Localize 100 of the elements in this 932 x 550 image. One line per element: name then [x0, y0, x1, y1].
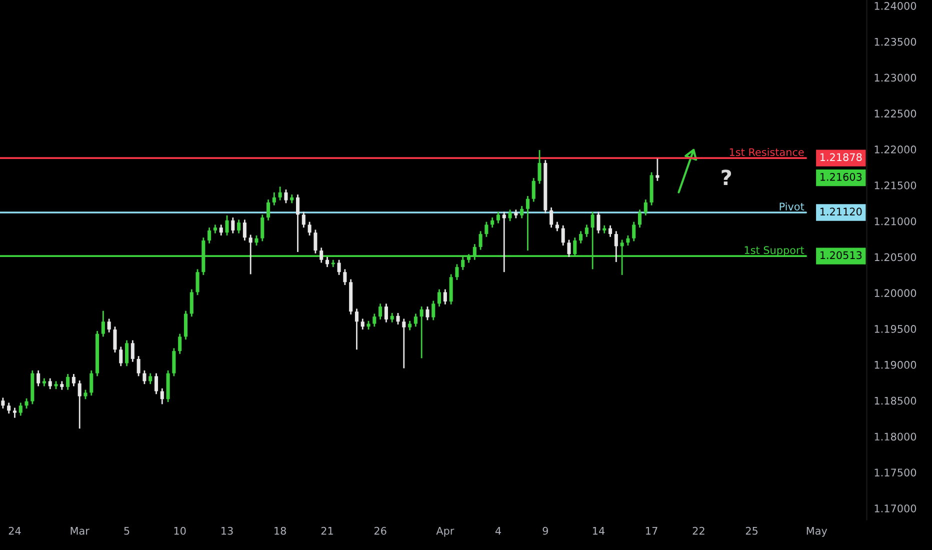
y-tick-label: 1.19500: [874, 325, 916, 333]
x-tick-label: 24: [8, 526, 21, 535]
candlestick: [320, 246, 324, 264]
candlestick: [526, 195, 530, 252]
candlestick: [314, 229, 318, 254]
candlestick: [119, 346, 123, 367]
candlestick: [1, 397, 5, 410]
ref-line-label: 1st Support: [744, 246, 804, 256]
candlestick: [278, 186, 282, 201]
candlestick: [420, 306, 424, 359]
candlestick: [414, 313, 418, 328]
x-tick-label: Apr: [436, 527, 454, 537]
annotation: ?: [722, 170, 732, 186]
candlestick: [190, 288, 194, 318]
x-tick-label: May: [806, 527, 828, 537]
candlestick: [561, 224, 565, 246]
x-tick-label: 18: [274, 526, 286, 535]
candlestick: [432, 300, 436, 321]
y-tick-label: 1.22500: [874, 110, 916, 118]
x-tick-label: 13: [222, 526, 233, 535]
candlestick: [372, 313, 376, 328]
candlestick: [496, 211, 500, 224]
candlestick: [384, 302, 388, 324]
candlestick: [142, 370, 146, 385]
candlestick: [337, 259, 341, 276]
y-tick-label: 1.22000: [874, 146, 916, 154]
candlestick: [443, 288, 447, 306]
y-tick-label: 1.17500: [874, 468, 916, 476]
candlestick: [24, 398, 28, 410]
candlestick: [125, 340, 129, 367]
candlestick: [296, 194, 300, 253]
y-tick-label: 1.20500: [874, 253, 916, 262]
candlestick: [490, 216, 494, 228]
y-tick-label: 1.18500: [874, 396, 916, 405]
candlestick: [608, 224, 612, 238]
candlestick: [90, 370, 94, 396]
candlestick: [596, 211, 600, 234]
candlestick: [160, 388, 164, 405]
candlestick: [478, 230, 482, 251]
y-tick-label: 1.17000: [874, 504, 916, 512]
y-tick-label: 1.18000: [874, 432, 916, 441]
x-tick-label: 9: [542, 526, 548, 535]
candlestick: [502, 211, 506, 273]
candlestick: [72, 373, 76, 387]
candlestick: [178, 333, 182, 355]
candlestick: [550, 206, 554, 228]
ref-line-label: Pivot: [780, 202, 804, 210]
candlestick: [66, 373, 70, 391]
candlestick: [284, 188, 288, 204]
annotation: 1.21878: [820, 153, 862, 162]
candlestick: [18, 402, 22, 416]
candlestick: [360, 318, 364, 330]
candlestick: [219, 224, 223, 236]
candlestick: [48, 378, 52, 390]
y-tick-label: 1.23500: [874, 38, 916, 46]
candlestick: [12, 407, 17, 419]
candlestick: [402, 318, 406, 369]
candlestick: [325, 256, 330, 268]
x-tick-label: 14: [592, 527, 605, 535]
candlestick: [36, 370, 40, 387]
candlestick: [231, 216, 235, 234]
candlestick: [614, 230, 618, 263]
candlestick: [579, 230, 583, 244]
y-tick-label: 1.24000: [874, 2, 916, 10]
candlestick: [266, 198, 270, 222]
candlestick: [638, 208, 642, 228]
candlestick: [154, 372, 158, 395]
annotation: 1.21120: [820, 208, 862, 216]
candlestick: [184, 310, 188, 340]
x-tick-label: 26: [374, 526, 386, 535]
candlestick: [567, 239, 571, 258]
candlestick: [308, 221, 312, 236]
candlestick: [196, 268, 200, 296]
candlestick: [7, 402, 11, 414]
candlestick: [148, 372, 152, 385]
candlestick: [101, 310, 105, 338]
candlestick: [302, 211, 306, 228]
candlestick: [107, 318, 111, 334]
candlestick: [555, 221, 559, 232]
candlestick: [455, 263, 459, 281]
candlestick: [520, 205, 524, 219]
candlestick: [626, 234, 630, 246]
y-tick-label: 1.19000: [874, 360, 916, 369]
candlestick: [130, 340, 134, 363]
candlestick: [272, 192, 276, 206]
candlestick: [248, 234, 252, 275]
candlestick: [438, 288, 442, 308]
candlestick: [343, 268, 347, 286]
candlestick: [538, 149, 542, 184]
y-tick-label: 1.20000: [874, 289, 916, 298]
x-tick-label: 10: [174, 526, 186, 535]
annotation: 1.21603: [820, 172, 862, 181]
x-tick-label: 25: [746, 526, 758, 535]
candlestick: [254, 234, 258, 246]
candlestick: [390, 312, 394, 324]
candlestick: [136, 355, 140, 377]
candlestick: [656, 158, 660, 182]
candlestick: [84, 389, 88, 400]
candlestick: [225, 214, 229, 236]
x-tick-label: 5: [124, 527, 130, 535]
